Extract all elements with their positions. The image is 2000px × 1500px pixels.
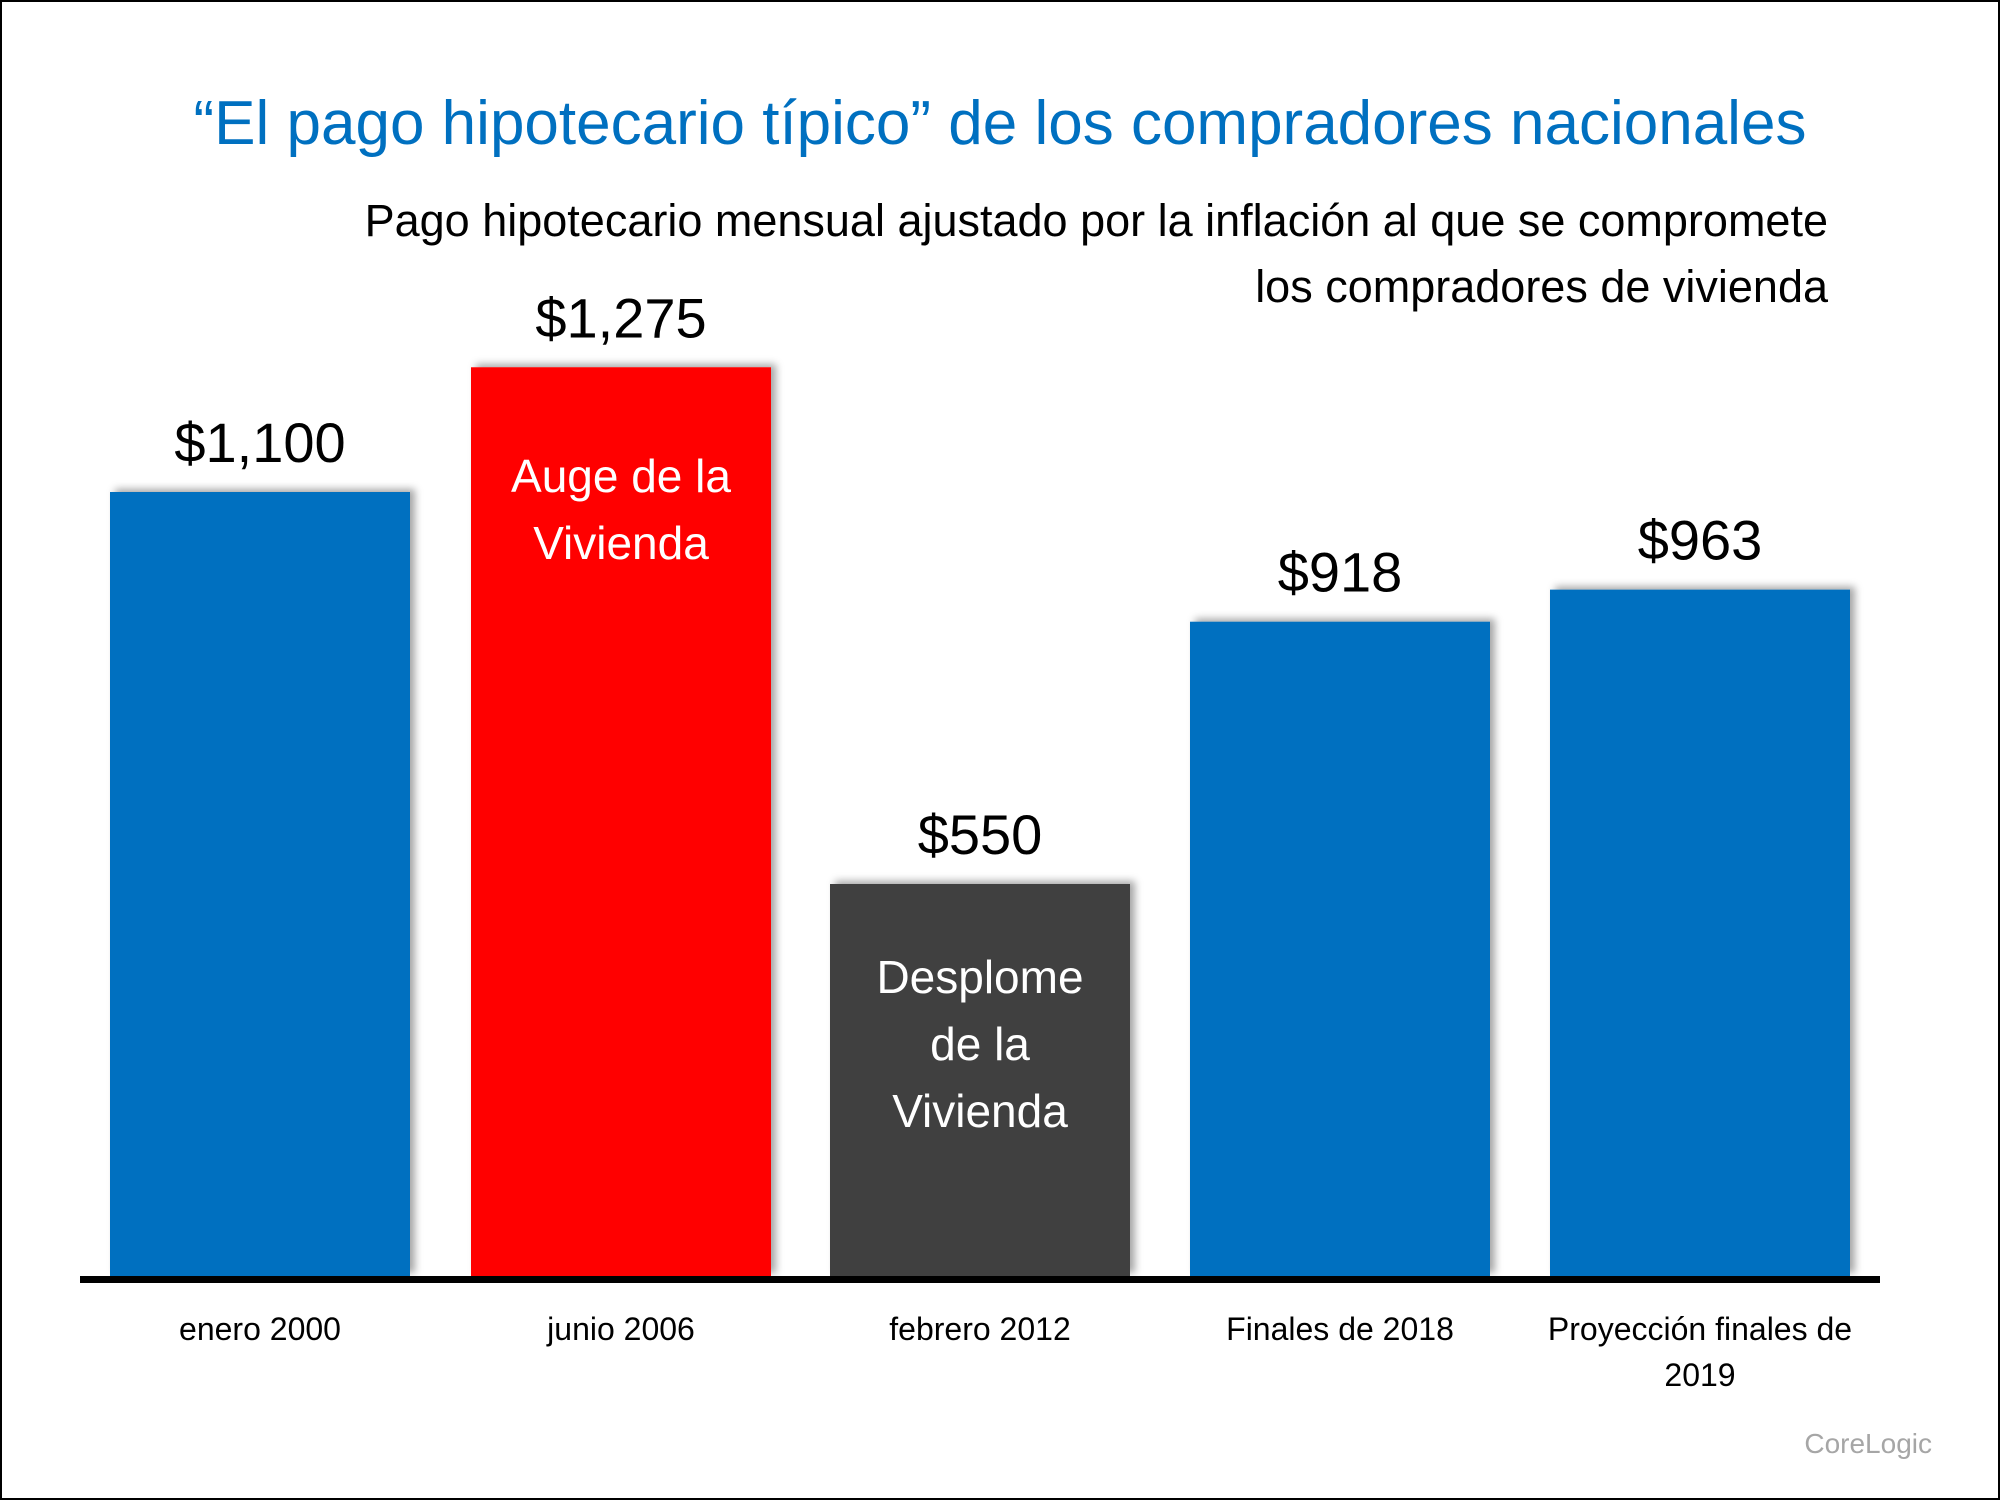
value-label: $1,275 <box>535 286 706 349</box>
bar-annotation: de la <box>930 1018 1030 1070</box>
bar-annotation: Vivienda <box>892 1085 1068 1137</box>
bar <box>1190 621 1490 1276</box>
bar-annotation: Auge de la <box>511 450 731 502</box>
value-label: $1,100 <box>174 411 345 474</box>
chart-subtitle: Pago hipotecario mensual ajustado por la… <box>365 188 1828 320</box>
x-tick-label: junio 2006 <box>546 1311 695 1347</box>
x-tick-label: enero 2000 <box>179 1311 341 1347</box>
value-label: $963 <box>1638 509 1763 572</box>
x-tick-label: 2019 <box>1664 1357 1735 1393</box>
bar <box>471 367 771 1277</box>
value-label: $918 <box>1278 541 1403 604</box>
source-label: CoreLogic <box>1804 1428 1932 1459</box>
bar <box>830 884 1130 1276</box>
x-tick-label: febrero 2012 <box>889 1311 1070 1347</box>
chart-title: “El pago hipotecario típico” de los comp… <box>193 89 1807 158</box>
subtitle-line-1: Pago hipotecario mensual ajustado por la… <box>364 195 1828 246</box>
bar <box>110 492 410 1276</box>
bar-annotation: Vivienda <box>533 517 709 569</box>
value-label: $550 <box>918 803 1043 866</box>
subtitle-line-2: los compradores de vivienda <box>1255 261 1828 312</box>
bar <box>1550 589 1850 1276</box>
bar-annotation: Desplome <box>876 951 1083 1003</box>
x-tick-label: Finales de 2018 <box>1226 1311 1454 1347</box>
x-tick-label: Proyección finales de <box>1548 1311 1852 1347</box>
x-axis-line <box>80 1276 1880 1283</box>
